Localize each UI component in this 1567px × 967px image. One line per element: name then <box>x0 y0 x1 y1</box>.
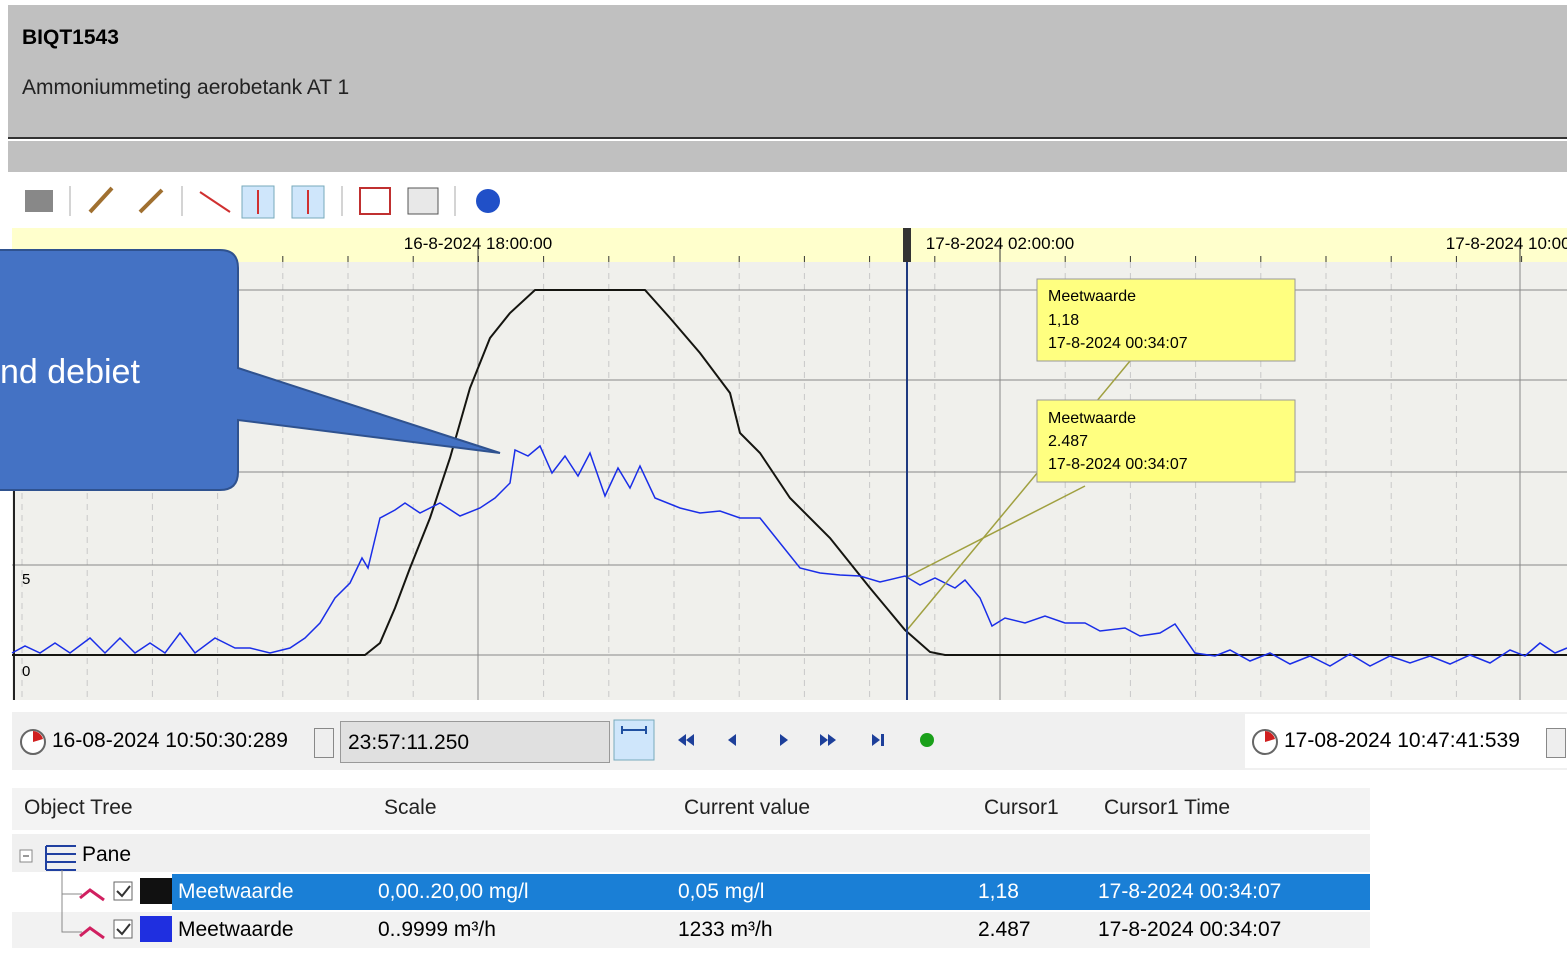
start-time: 16-08-2024 10:50:30:289 <box>52 729 288 752</box>
time-axis <box>12 228 1567 262</box>
spinner[interactable] <box>1546 728 1566 758</box>
column-header[interactable]: Object Tree <box>24 796 133 819</box>
end-time-icon[interactable] <box>1250 727 1280 757</box>
table-row[interactable] <box>12 912 1370 948</box>
end-button[interactable] <box>872 734 884 746</box>
separator-band <box>8 141 1567 172</box>
end-time: 17-08-2024 10:47:41:539 <box>1284 729 1520 752</box>
time-label: 17-8-2024 02:00:00 <box>926 234 1074 253</box>
column-header[interactable]: Scale <box>384 796 437 819</box>
table-cell: 0,05 mg/l <box>678 880 765 903</box>
tooltip-value: 2.487 <box>1048 433 1088 450</box>
table-cell: 0,00..20,00 mg/l <box>378 880 529 903</box>
trend-line <box>11 444 1567 667</box>
table-cell: 17-8-2024 00:34:07 <box>1098 880 1282 903</box>
pane-row <box>12 834 1370 872</box>
plot-area <box>12 262 1567 700</box>
y-tick-label: 0 <box>22 663 30 680</box>
column-header[interactable]: Cursor1 Time <box>1104 796 1231 819</box>
tooltip-time: 17-8-2024 00:34:07 <box>1048 335 1188 352</box>
table-cell: 0..9999 m³/h <box>378 918 496 941</box>
span-select[interactable] <box>340 721 610 763</box>
table-cell: 1233 m³/h <box>678 918 773 941</box>
next-button[interactable] <box>780 734 788 746</box>
table-cell: 2.487 <box>978 918 1031 941</box>
table-cell: Meetwaarde <box>178 880 294 903</box>
tooltip-value: 1,18 <box>1048 312 1079 329</box>
live-indicator[interactable] <box>920 733 934 747</box>
table-cell: 1,18 <box>978 880 1019 903</box>
help-icon[interactable] <box>476 189 500 213</box>
column-header[interactable]: Cursor1 <box>984 796 1059 819</box>
tooltip-name: Meetwaarde <box>1048 410 1136 427</box>
trend-line <box>12 289 1567 656</box>
time-label: 17-8-2024 10:00:00 <box>1446 234 1567 253</box>
table-cell: 17-8-2024 00:34:07 <box>1098 918 1282 941</box>
time-label: 16-8-2024 18:00:00 <box>404 234 552 253</box>
print-icon[interactable] <box>25 190 53 212</box>
table <box>12 788 1567 967</box>
chart-icon[interactable] <box>359 187 391 215</box>
start-time-icon[interactable] <box>18 727 48 757</box>
table-header <box>12 788 1370 830</box>
column-header[interactable]: Current value <box>684 796 811 819</box>
callout: nd debiet <box>0 249 501 491</box>
toolbar <box>25 185 500 219</box>
first-button[interactable] <box>678 734 694 746</box>
navigation-buttons <box>613 719 934 761</box>
minor-grid <box>21 262 1457 700</box>
prev-button[interactable] <box>728 734 736 746</box>
major-grid <box>12 262 1567 700</box>
end-field <box>1245 714 1567 768</box>
title: BIQT1543 <box>22 26 119 49</box>
span-value: 23:57:11.250 <box>348 731 470 754</box>
last-button[interactable] <box>820 734 836 746</box>
tree-icons <box>19 845 172 942</box>
tooltip: Meetwaarde 2.487 17-8-2024 00:34:07 <box>1036 399 1296 483</box>
zoom-icon[interactable] <box>199 191 231 213</box>
selected-row[interactable] <box>172 874 1370 910</box>
remove-cursor-icon[interactable] <box>138 188 164 214</box>
subtitle: Ammoniummeting aerobetank AT 1 <box>22 76 350 99</box>
callout-text: nd debiet <box>0 353 140 391</box>
trend-view: 16-8-2024 18:00:00 17-8-2024 02:00:00 17-8… <box>0 228 1567 700</box>
tooltip: Meetwaarde 1,18 17-8-2024 00:34:07 <box>1036 278 1296 362</box>
y-tick-label: 5 <box>22 571 30 588</box>
header-panel <box>8 5 1567 139</box>
spinner[interactable] <box>314 728 334 758</box>
fit-button[interactable] <box>613 719 655 761</box>
time-ticks: 16-8-2024 18:00:00 17-8-2024 02:00:00 17-8… <box>21 234 1567 262</box>
add-cursor-icon[interactable] <box>88 186 114 214</box>
tree-node[interactable]: Pane <box>82 843 132 866</box>
table-cell: Meetwaarde <box>178 918 294 941</box>
cursor-handle[interactable] <box>903 228 911 262</box>
tooltip-name: Meetwaarde <box>1048 288 1136 305</box>
tooltip-time: 17-8-2024 00:34:07 <box>1048 456 1188 473</box>
properties-icon[interactable] <box>407 187 439 215</box>
